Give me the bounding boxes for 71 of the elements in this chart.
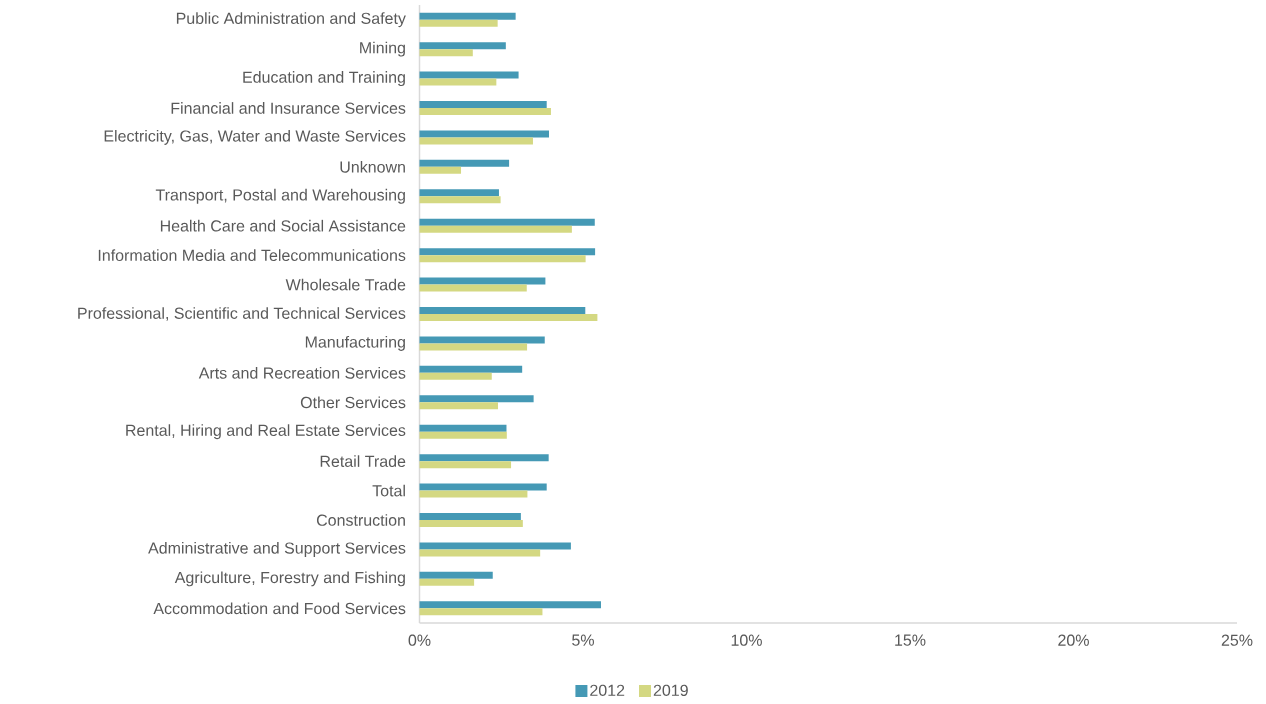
bar — [419, 513, 521, 520]
bar — [419, 12, 516, 20]
y-tick-label: Information Media and Telecommunications — [98, 249, 406, 262]
x-tick-label: 10% — [731, 634, 762, 646]
bar — [419, 71, 519, 79]
y-tick-label: Wholesale Trade — [285, 278, 406, 291]
y-tick-label: Construction — [316, 514, 405, 526]
y-tick-label: Mining — [360, 41, 405, 57]
bar — [419, 218, 595, 226]
bar — [419, 166, 462, 174]
bar — [419, 571, 493, 579]
x-tick-label: 5% — [572, 634, 594, 646]
bar — [419, 137, 533, 145]
y-tick-label: Electricity, Gas, Water and Waste Services — [104, 129, 406, 145]
y-tick-label: Transport, Postal and Warehousing — [155, 188, 405, 204]
y-tick-label: Manufacturing — [305, 335, 405, 351]
legend-label: 2019 — [653, 684, 688, 696]
y-tick-label: Unknown — [340, 160, 405, 173]
x-tick-label: 20% — [1058, 634, 1089, 646]
bar — [419, 343, 528, 351]
bar — [419, 372, 492, 380]
bar — [419, 277, 546, 285]
x-tick-label: 25% — [1221, 634, 1253, 646]
bar — [419, 78, 497, 86]
bar — [419, 490, 528, 498]
x-tick-label: 15% — [895, 634, 926, 646]
bar — [419, 454, 549, 462]
y-tick-label: Professional, Scientific and Technical Services — [78, 307, 406, 321]
bar — [419, 100, 547, 108]
bar — [419, 431, 507, 439]
y-tick-label: Other Services — [300, 396, 406, 409]
bar — [419, 49, 473, 57]
bar — [419, 284, 527, 292]
bar — [419, 461, 512, 469]
bar — [419, 483, 547, 491]
bar — [419, 578, 475, 586]
legend-label: 2012 — [590, 684, 625, 696]
bar — [419, 306, 586, 314]
bar — [419, 542, 571, 550]
bar — [419, 549, 541, 557]
y-tick-label: Administrative and Support Services — [148, 541, 406, 557]
bar — [419, 520, 523, 527]
bar — [419, 601, 601, 609]
bar — [419, 130, 549, 138]
y-tick-label: Health Care and Social Assistance — [160, 219, 406, 232]
bar — [419, 608, 543, 616]
y-tick-label: Agriculture, Forestry and Fishing — [174, 571, 405, 587]
y-tick-label: Accommodation and Food Services — [153, 602, 406, 615]
y-tick-label: Retail Trade — [320, 455, 406, 468]
bar — [419, 107, 551, 115]
y-tick-label: Rental, Hiring and Real Estate Services — [126, 424, 406, 440]
bar — [419, 402, 498, 410]
bar — [419, 159, 510, 167]
bar — [419, 196, 501, 204]
bar — [419, 225, 572, 233]
y-tick-label: Arts and Recreation Services — [198, 366, 406, 379]
y-tick-label: Public Administration and Safety — [176, 12, 406, 28]
bar — [419, 395, 534, 403]
bar — [419, 42, 506, 50]
bar — [419, 255, 586, 263]
bar — [419, 19, 498, 27]
bar — [419, 248, 596, 256]
x-tick-label: 0% — [408, 634, 431, 646]
y-tick-label: Financial and Insurance Services — [171, 102, 406, 114]
y-tick-label: Total — [372, 484, 405, 497]
bar — [419, 424, 507, 432]
bar — [419, 365, 523, 373]
bar — [419, 336, 545, 344]
y-tick-label: Education and Training — [243, 71, 405, 87]
bar — [419, 314, 598, 321]
bar — [419, 189, 499, 197]
